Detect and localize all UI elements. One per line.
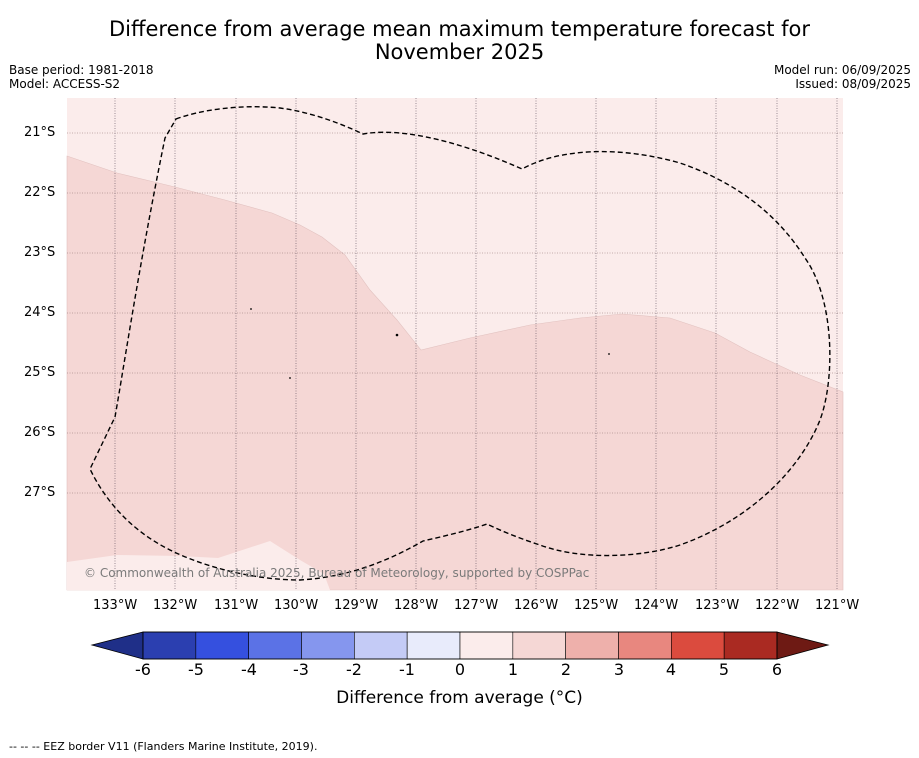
lon-label: 121°W xyxy=(815,598,860,613)
lon-label: 129°W xyxy=(334,598,379,613)
eez-legend-note: -- -- -- EEZ border V11 (Flanders Marine… xyxy=(9,740,318,753)
colorbar-tick-label: -4 xyxy=(241,660,257,679)
lat-gridlines xyxy=(67,132,843,494)
colorbar-cell xyxy=(248,631,302,660)
lon-label: 124°W xyxy=(634,598,679,613)
colorbar-cell xyxy=(723,631,778,660)
lon-label: 126°W xyxy=(514,598,559,613)
lat-label: 26°S xyxy=(24,425,56,440)
base-period: Base period: 1981-2018 xyxy=(9,63,154,77)
colorbar-tick-label: 6 xyxy=(771,660,783,679)
title-line-2: November 2025 xyxy=(374,40,545,64)
lon-label: 123°W xyxy=(695,598,740,613)
lon-gridlines xyxy=(114,98,838,590)
eez-border xyxy=(89,106,831,581)
colorbar xyxy=(90,631,830,660)
colorbar-cell xyxy=(671,631,725,660)
model-name: Model: ACCESS-S2 xyxy=(9,77,121,91)
colorbar-tick-label: 0 xyxy=(454,660,466,679)
colorbar-outline xyxy=(142,631,778,660)
meta-right: Model run: 06/09/2025 Issued: 08/09/2025 xyxy=(774,63,911,91)
colorbar-tick-label: 3 xyxy=(613,660,625,679)
colorbar-tick-label: -1 xyxy=(399,660,415,679)
meta-left: Base period: 1981-2018 Model: ACCESS-S2 xyxy=(9,63,154,91)
colorbar-cell xyxy=(406,631,461,660)
colorbar-cell xyxy=(512,631,566,660)
lat-label: 24°S xyxy=(24,305,56,320)
lon-label: 122°W xyxy=(755,598,800,613)
lat-label: 25°S xyxy=(24,365,56,380)
lat-label: 21°S xyxy=(24,125,56,140)
lon-label: 127°W xyxy=(454,598,499,613)
lat-label: 22°S xyxy=(24,185,56,200)
colorbar-tick-label: 1 xyxy=(507,660,519,679)
colorbar-cell xyxy=(195,631,249,660)
colorbar-extend-low xyxy=(90,631,144,660)
map-title: Difference from average mean maximum tem… xyxy=(0,18,919,64)
colorbar-cell xyxy=(301,631,355,660)
colorbar-cell xyxy=(565,631,619,660)
lon-label: 125°W xyxy=(574,598,619,613)
island-markers xyxy=(250,308,610,379)
colorbar-extend-high xyxy=(776,631,830,660)
colorbar-cell xyxy=(142,631,197,660)
colorbar-cell xyxy=(618,631,672,660)
lon-label: 132°W xyxy=(153,598,198,613)
colorbar-cells xyxy=(142,631,778,660)
colorbar-tick-label: -6 xyxy=(135,660,151,679)
lat-label: 27°S xyxy=(24,485,56,500)
title-line-1: Difference from average mean maximum tem… xyxy=(109,17,810,41)
lon-label: 128°W xyxy=(394,598,439,613)
colorbar-cell xyxy=(459,631,514,660)
anomaly-region-0-1-bottom xyxy=(67,541,330,590)
lon-label: 131°W xyxy=(214,598,259,613)
lat-label: 23°S xyxy=(24,245,56,260)
lon-label: 130°W xyxy=(274,598,319,613)
colorbar-tick-label: 5 xyxy=(718,660,730,679)
lon-label: 133°W xyxy=(93,598,138,613)
issued-date: Issued: 08/09/2025 xyxy=(795,77,911,91)
copyright-notice: © Commonwealth of Australia 2025, Bureau… xyxy=(84,566,590,580)
colorbar-tick-label: 4 xyxy=(665,660,677,679)
colorbar-tick-label: -5 xyxy=(188,660,204,679)
colorbar-title: Difference from average (°C) xyxy=(336,688,583,708)
colorbar-cell xyxy=(354,631,408,660)
colorbar-tick-label: -3 xyxy=(293,660,309,679)
colorbar-tick-label: -2 xyxy=(346,660,362,679)
colorbar-tick-label: 2 xyxy=(560,660,572,679)
model-run: Model run: 06/09/2025 xyxy=(773,63,911,77)
